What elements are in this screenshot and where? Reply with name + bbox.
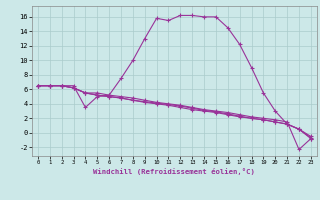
X-axis label: Windchill (Refroidissement éolien,°C): Windchill (Refroidissement éolien,°C) bbox=[93, 168, 255, 175]
